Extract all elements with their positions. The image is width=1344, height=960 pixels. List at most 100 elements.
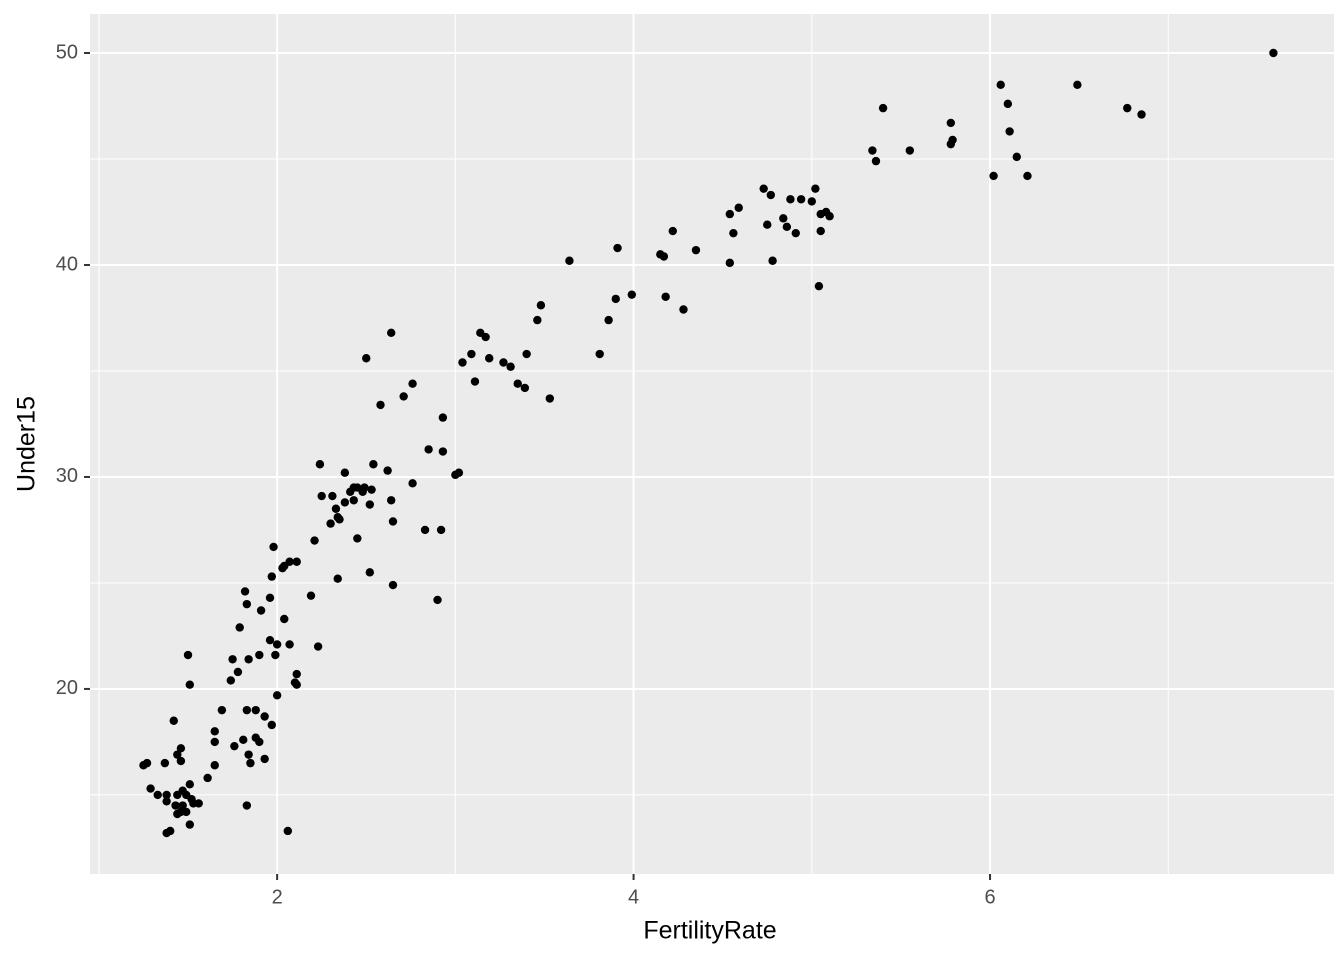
- point: [210, 737, 219, 747]
- point: [251, 705, 260, 715]
- point: [782, 222, 792, 232]
- point: [451, 470, 460, 480]
- y-tick-label: 20: [56, 677, 78, 699]
- point: [878, 103, 888, 113]
- point: [267, 720, 276, 730]
- point: [520, 383, 530, 393]
- point: [340, 498, 350, 507]
- point: [533, 315, 542, 325]
- point: [989, 171, 998, 181]
- point: [242, 599, 252, 609]
- point: [825, 212, 834, 221]
- x-tick-label: 2: [272, 886, 283, 908]
- point: [267, 572, 276, 581]
- point: [228, 655, 237, 664]
- point: [333, 574, 342, 583]
- point: [317, 491, 326, 501]
- point: [185, 820, 195, 829]
- point: [235, 623, 244, 632]
- point: [796, 195, 806, 204]
- point: [162, 797, 171, 806]
- point: [438, 447, 448, 456]
- point: [779, 214, 788, 223]
- point: [292, 680, 301, 689]
- point: [1123, 103, 1132, 113]
- point: [499, 358, 508, 367]
- point: [661, 292, 670, 301]
- x-axis-title: FertilityRate: [643, 917, 776, 945]
- point: [386, 496, 396, 505]
- point: [272, 691, 282, 700]
- point: [458, 358, 467, 367]
- point: [365, 500, 375, 509]
- point: [814, 281, 824, 291]
- point: [185, 680, 195, 689]
- x-tick-label: 4: [628, 886, 639, 908]
- point: [388, 517, 398, 526]
- point: [438, 413, 448, 422]
- point: [310, 536, 319, 545]
- point: [162, 790, 171, 800]
- point: [545, 394, 555, 403]
- point: [183, 650, 193, 660]
- point: [176, 744, 186, 753]
- point: [734, 203, 743, 212]
- point: [242, 801, 252, 810]
- point: [160, 758, 170, 768]
- point: [173, 790, 182, 800]
- point: [239, 735, 248, 745]
- point: [627, 290, 636, 299]
- point: [791, 228, 800, 238]
- point: [659, 252, 669, 261]
- point: [613, 243, 622, 253]
- point: [565, 256, 574, 265]
- x-tick-label: 6: [984, 886, 995, 908]
- point: [306, 591, 316, 600]
- point: [1073, 80, 1082, 90]
- point: [522, 349, 531, 359]
- point: [481, 332, 490, 342]
- point: [604, 315, 613, 325]
- point: [271, 650, 280, 660]
- point: [280, 614, 289, 624]
- point: [340, 468, 350, 477]
- point: [691, 245, 701, 255]
- point: [328, 491, 337, 501]
- point: [153, 790, 162, 800]
- point: [292, 669, 301, 679]
- point: [313, 642, 323, 651]
- point: [811, 184, 820, 193]
- point: [210, 761, 219, 770]
- point: [146, 784, 155, 793]
- point: [233, 667, 243, 677]
- point: [176, 756, 186, 766]
- point: [367, 485, 376, 494]
- panel: [90, 14, 1334, 874]
- y-tick-label: 40: [56, 253, 78, 275]
- point: [768, 256, 777, 265]
- point: [285, 640, 294, 649]
- point: [408, 479, 417, 488]
- y-tick-label: 50: [56, 41, 78, 63]
- point: [178, 801, 187, 810]
- point: [946, 118, 956, 128]
- point: [255, 737, 264, 747]
- point: [362, 354, 371, 363]
- point: [513, 379, 522, 388]
- point: [729, 228, 738, 238]
- point: [255, 650, 264, 660]
- point: [353, 534, 362, 543]
- point: [244, 655, 253, 664]
- point: [1269, 48, 1278, 58]
- point: [1005, 127, 1014, 136]
- point: [292, 557, 301, 566]
- point: [871, 156, 881, 166]
- point: [278, 563, 287, 573]
- point: [816, 226, 825, 236]
- point: [335, 515, 344, 524]
- point: [242, 705, 252, 715]
- point: [246, 758, 255, 768]
- point: [436, 525, 446, 535]
- point: [996, 80, 1005, 90]
